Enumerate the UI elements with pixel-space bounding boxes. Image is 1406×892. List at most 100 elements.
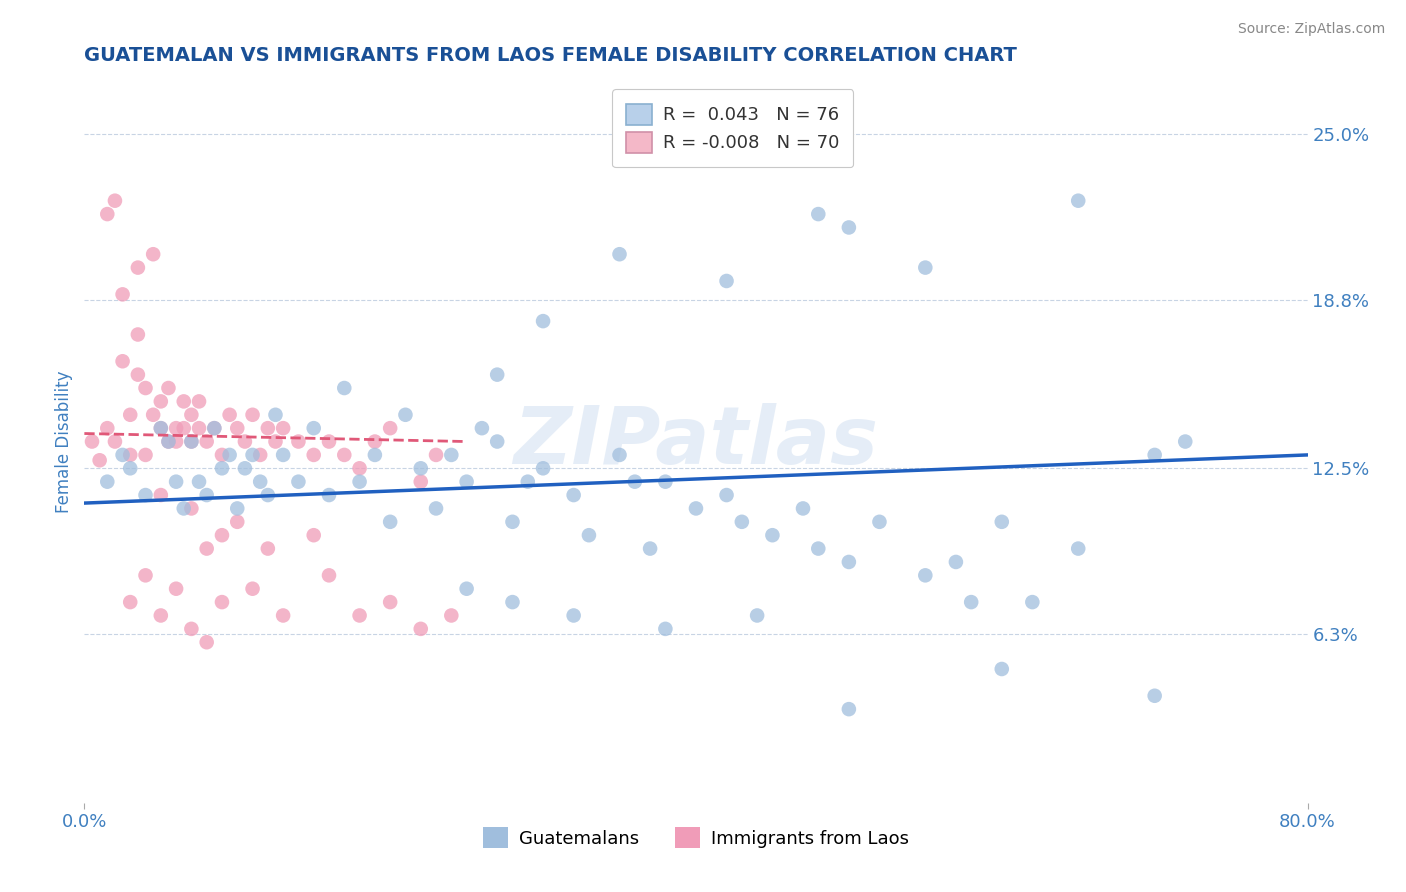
- Point: [807, 541, 830, 556]
- Point: [394, 408, 416, 422]
- Point: [502, 515, 524, 529]
- Point: [104, 194, 127, 208]
- Point: [287, 434, 309, 449]
- Point: [838, 220, 860, 235]
- Point: [127, 368, 149, 382]
- Point: [960, 595, 983, 609]
- Point: [149, 608, 172, 623]
- Point: [96, 475, 118, 489]
- Point: [264, 408, 287, 422]
- Point: [257, 488, 280, 502]
- Point: [188, 394, 211, 409]
- Point: [318, 568, 340, 582]
- Point: [838, 702, 860, 716]
- Point: [135, 488, 157, 502]
- Point: [120, 408, 142, 422]
- Point: [562, 488, 585, 502]
- Point: [333, 381, 356, 395]
- Point: [226, 501, 249, 516]
- Point: [1067, 541, 1090, 556]
- Point: [120, 595, 142, 609]
- Point: [1067, 194, 1090, 208]
- Point: [157, 381, 180, 395]
- Point: [242, 408, 264, 422]
- Point: [531, 314, 554, 328]
- Point: [188, 475, 211, 489]
- Point: [233, 461, 256, 475]
- Point: [471, 421, 494, 435]
- Point: [173, 421, 195, 435]
- Point: [149, 421, 172, 435]
- Point: [188, 421, 211, 435]
- Point: [807, 207, 830, 221]
- Point: [173, 501, 195, 516]
- Point: [486, 434, 509, 449]
- Point: [425, 448, 447, 462]
- Point: [425, 501, 447, 516]
- Point: [1143, 689, 1166, 703]
- Point: [914, 260, 936, 275]
- Point: [257, 421, 280, 435]
- Point: [111, 287, 134, 301]
- Point: [149, 488, 172, 502]
- Point: [761, 528, 783, 542]
- Point: [349, 461, 371, 475]
- Point: [180, 622, 202, 636]
- Point: [409, 475, 432, 489]
- Point: [364, 448, 387, 462]
- Point: [654, 475, 676, 489]
- Point: [180, 434, 202, 449]
- Point: [945, 555, 967, 569]
- Point: [624, 475, 647, 489]
- Point: [211, 448, 233, 462]
- Point: [516, 475, 538, 489]
- Point: [195, 488, 218, 502]
- Point: [264, 434, 287, 449]
- Point: [233, 434, 256, 449]
- Point: [180, 501, 202, 516]
- Point: [226, 515, 249, 529]
- Point: [142, 408, 165, 422]
- Point: [380, 595, 402, 609]
- Point: [96, 421, 118, 435]
- Point: [318, 488, 340, 502]
- Point: [135, 381, 157, 395]
- Point: [502, 595, 524, 609]
- Point: [149, 394, 172, 409]
- Point: [562, 608, 585, 623]
- Point: [96, 207, 118, 221]
- Point: [249, 475, 271, 489]
- Point: [249, 448, 271, 462]
- Point: [440, 608, 463, 623]
- Point: [211, 528, 233, 542]
- Point: [242, 448, 264, 462]
- Point: [142, 247, 165, 261]
- Point: [716, 488, 738, 502]
- Point: [218, 448, 240, 462]
- Point: [218, 408, 240, 422]
- Point: [211, 595, 233, 609]
- Point: [226, 421, 249, 435]
- Point: [838, 555, 860, 569]
- Point: [318, 434, 340, 449]
- Point: [991, 662, 1014, 676]
- Text: GUATEMALAN VS IMMIGRANTS FROM LAOS FEMALE DISABILITY CORRELATION CHART: GUATEMALAN VS IMMIGRANTS FROM LAOS FEMAL…: [84, 45, 1017, 65]
- Point: [127, 260, 149, 275]
- Point: [149, 421, 172, 435]
- Point: [747, 608, 769, 623]
- Point: [349, 608, 371, 623]
- Point: [173, 394, 195, 409]
- Point: [271, 608, 294, 623]
- Point: [302, 448, 325, 462]
- Point: [578, 528, 600, 542]
- Point: [638, 541, 661, 556]
- Point: [731, 515, 754, 529]
- Point: [80, 434, 103, 449]
- Point: [195, 635, 218, 649]
- Point: [180, 434, 202, 449]
- Point: [609, 448, 631, 462]
- Point: [380, 421, 402, 435]
- Point: [364, 434, 387, 449]
- Point: [486, 368, 509, 382]
- Point: [120, 448, 142, 462]
